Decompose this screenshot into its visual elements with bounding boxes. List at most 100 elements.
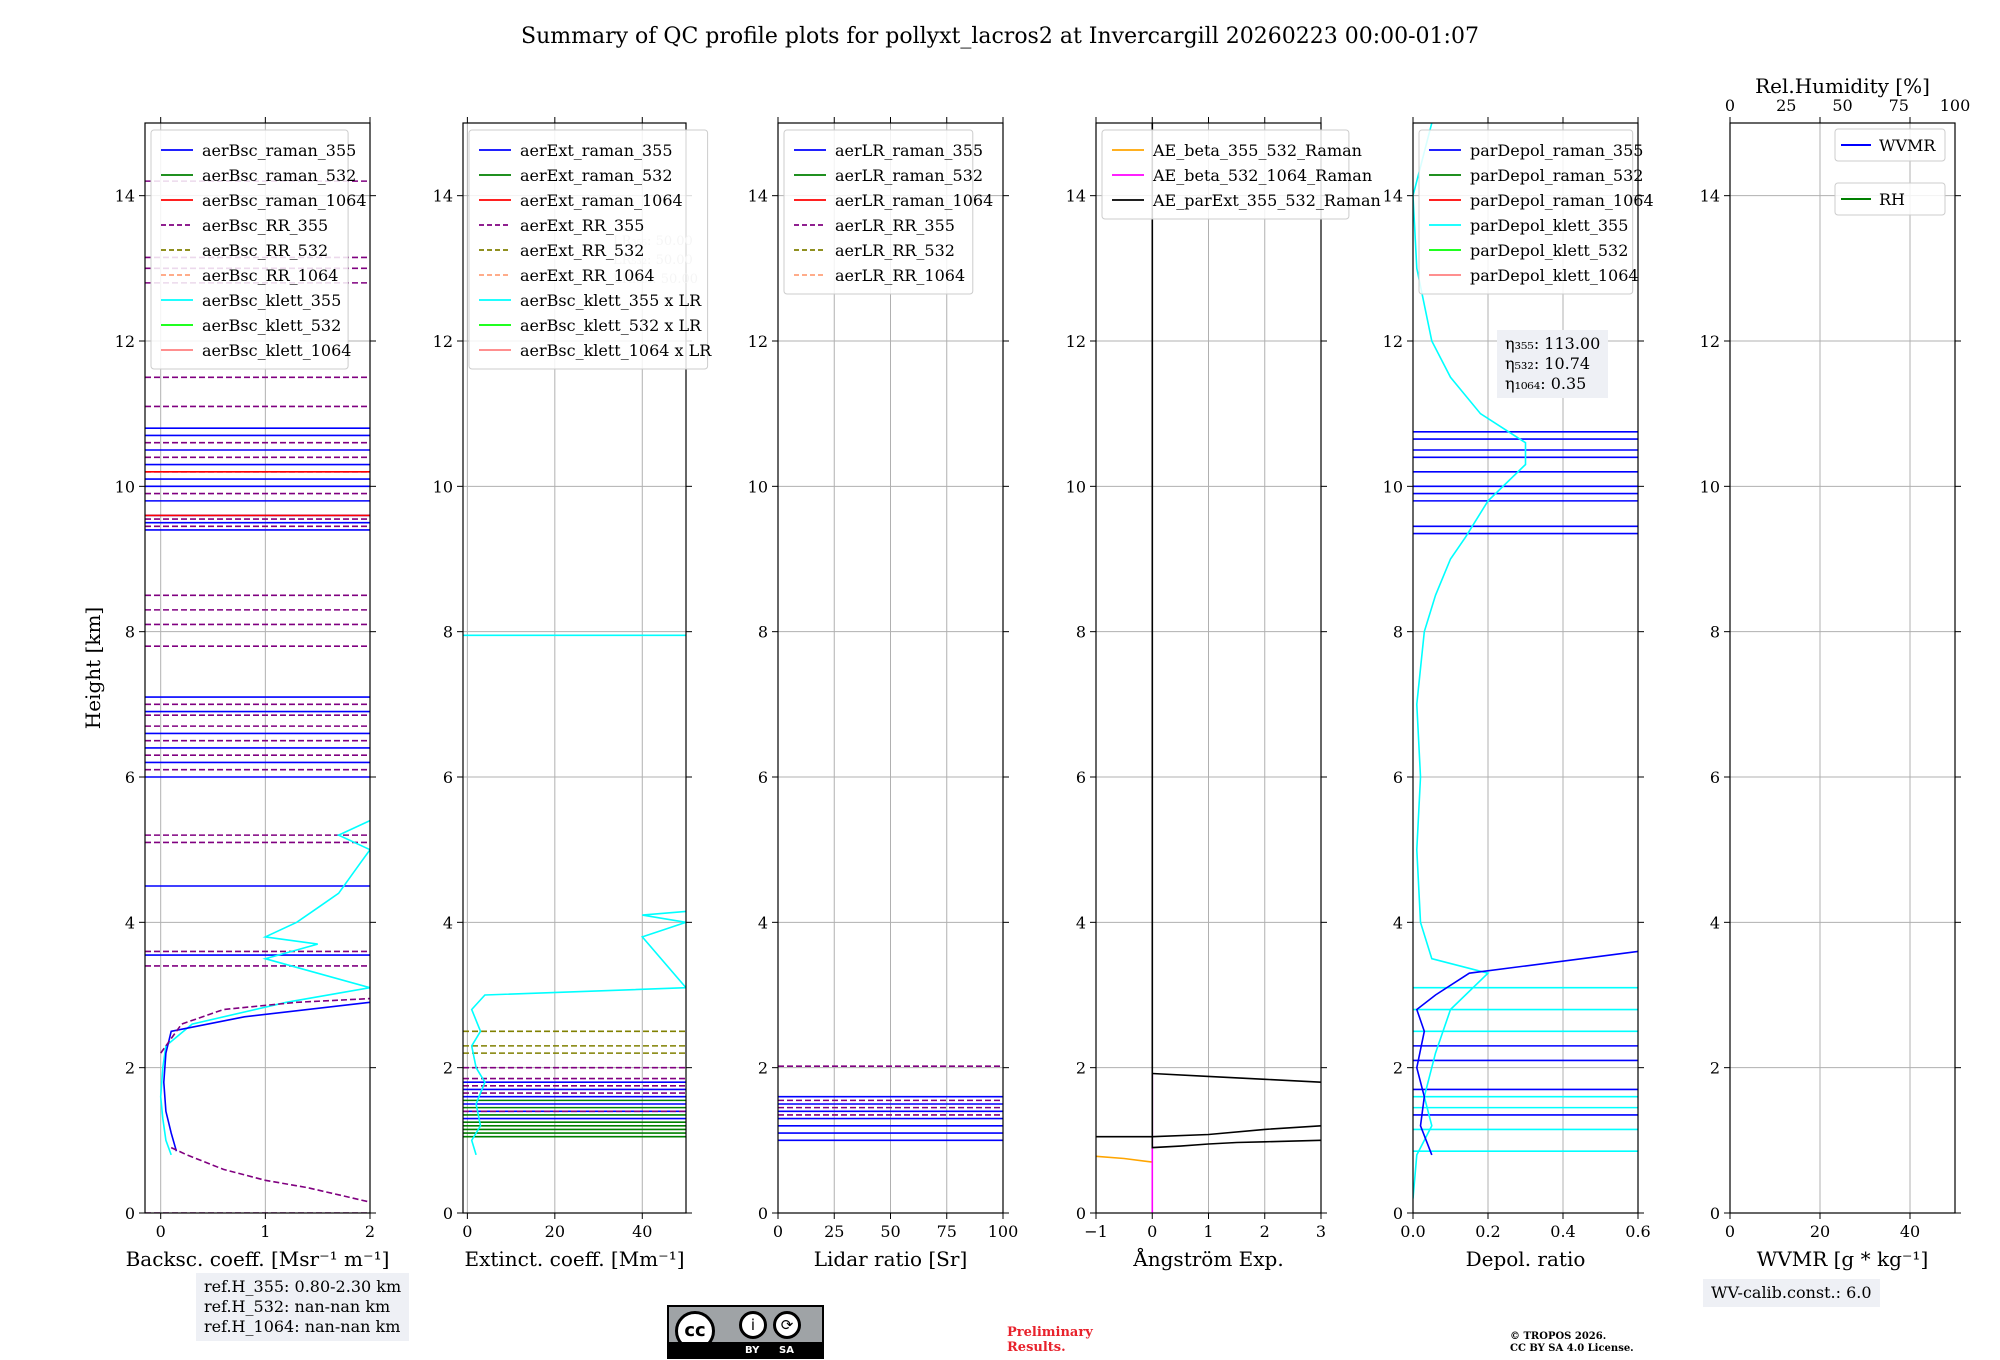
- series-AE_parExt_355_532_Raman: [1151, 123, 1321, 1149]
- copyright-line-2: CC BY SA 4.0 License.: [1510, 1343, 1634, 1354]
- legend-box: [1418, 129, 1634, 295]
- y-tick-label: 14: [1066, 187, 1086, 206]
- legend-label: parDepol_raman_355: [1470, 141, 1643, 160]
- x-tick-label: 0: [773, 1222, 783, 1241]
- x-tick-label: 2: [365, 1222, 375, 1241]
- wv-calib-box: WV-calib.const.: 6.0: [1703, 1279, 1880, 1307]
- y-tick-label: 10: [1700, 477, 1720, 496]
- x-tick-label: 2: [1260, 1222, 1270, 1241]
- cc-license-badge[interactable]: cc i ⟳ BY SA: [667, 1305, 824, 1359]
- y-tick-label: 8: [1076, 623, 1086, 642]
- reference-height-box: ref.H_355: 0.80-2.30 km ref.H_532: nan-n…: [196, 1273, 410, 1341]
- y-tick-label: 12: [115, 332, 135, 351]
- x-tick-label: 40: [1900, 1222, 1920, 1241]
- y-tick-label: 10: [115, 477, 135, 496]
- y-tick-label: 4: [125, 913, 135, 932]
- axes-frame: [1412, 122, 1639, 1214]
- ref-height-532: ref.H_532: nan-nan km: [204, 1297, 391, 1316]
- legend-label: aerBsc_raman_1064: [202, 191, 367, 210]
- x-tick-label: 25: [824, 1222, 844, 1241]
- series-aerBsc_klett_355: [159, 819, 370, 1156]
- y-tick-label: 14: [433, 187, 453, 206]
- y-tick-label: 10: [1066, 477, 1086, 496]
- y-tick-label: 6: [1076, 768, 1086, 787]
- x-tick-label: −1: [1084, 1222, 1108, 1241]
- y-tick-label: 0: [125, 1204, 135, 1223]
- series-aerBsc_RR_355: [170, 1146, 370, 1203]
- x-tick-label: 0: [1147, 1222, 1157, 1241]
- cc-badge-bar: BY SA: [669, 1342, 822, 1357]
- x-tick-label: 100: [988, 1222, 1019, 1241]
- copyright-note: © TROPOS 2026. CC BY SA 4.0 License.: [1510, 1331, 1634, 1355]
- x-tick-label: 0.0: [1400, 1222, 1425, 1241]
- preliminary-line-1: Preliminary: [1007, 1325, 1093, 1340]
- y-tick-label: 8: [1710, 623, 1720, 642]
- panel-lidar-ratio: 0 25 50 75 100 0 2 4 6 8 10 12 14 Lidar ratio [Sr] aer…: [748, 117, 1019, 1271]
- y-tick-label: 14: [115, 187, 135, 206]
- top-x-tick-label: 25: [1776, 96, 1796, 115]
- y-tick-label: 0: [758, 1204, 768, 1223]
- y-tick-label: 4: [443, 913, 453, 932]
- top-x-tick-label: 75: [1889, 96, 1909, 115]
- series-aerBsc_raman_355: [162, 1001, 370, 1152]
- legend-label: aerExt_raman_1064: [520, 191, 683, 210]
- top-x-tick-label: 0: [1725, 96, 1735, 115]
- y-tick-label: 0: [1393, 1204, 1403, 1223]
- x-axis-label: Lidar ratio [Sr]: [814, 1247, 968, 1271]
- legend-box: [1101, 129, 1350, 220]
- y-tick-label: 2: [1393, 1059, 1403, 1078]
- x-tick-label: 20: [545, 1222, 565, 1241]
- legend-label: aerLR_raman_1064: [835, 191, 993, 210]
- y-tick-label: 10: [1383, 477, 1403, 496]
- series-aerBsc_RR_355: [160, 997, 370, 1054]
- preliminary-line-2: Results.: [1007, 1340, 1066, 1355]
- legend-box: [783, 129, 974, 295]
- series-AE_parExt_355_532_Raman: [1152, 1072, 1321, 1083]
- panel-wvmr: 0 20 40 0 2 4 6 8 10 12 14 WVMR [g * kg⁻¹] 0 25 50 75 10…: [1700, 74, 1971, 1271]
- series-AE_beta_355_532_Raman: [1096, 1155, 1153, 1163]
- legend-label: aerExt_raman_532: [520, 166, 673, 185]
- y-tick-label: 6: [758, 768, 768, 787]
- legend: parDepol_raman_355 parDepol_raman_532 parD…: [1418, 129, 1654, 295]
- legend-box: [1834, 182, 1946, 216]
- y-tick-label: 12: [1700, 332, 1720, 351]
- legend: AE_beta_355_532_Raman AE_beta_532_1064_Ra…: [1101, 129, 1381, 220]
- y-tick-label: 4: [1393, 913, 1403, 932]
- legend-label: parDepol_raman_532: [1470, 166, 1643, 185]
- legend-label: aerBsc_klett_532: [202, 316, 341, 335]
- y-tick-label: 2: [1710, 1059, 1720, 1078]
- legend-WVMR: WVMR: [1834, 128, 1946, 162]
- legend-label: aerBsc_RR_355: [202, 216, 328, 235]
- legend-label: parDepol_raman_1064: [1470, 191, 1654, 210]
- y-tick-label: 12: [748, 332, 768, 351]
- y-tick-label: 6: [1393, 768, 1403, 787]
- y-tick-label: 0: [1710, 1204, 1720, 1223]
- x-tick-label: 40: [632, 1222, 652, 1241]
- legend-label: AE_beta_355_532_Raman: [1152, 141, 1362, 160]
- eta-355: η₃₅₅: 113.00: [1505, 334, 1601, 353]
- y-tick-label: 0: [1076, 1204, 1086, 1223]
- x-axis-label: WVMR [g * kg⁻¹]: [1757, 1247, 1929, 1271]
- y-tick-label: 2: [1076, 1059, 1086, 1078]
- axes-frame: [144, 122, 371, 1214]
- data-marks: [778, 1065, 1003, 1142]
- legend-label: aerBsc_klett_1064 x LR: [520, 341, 712, 360]
- x-tick-label: 0.2: [1475, 1222, 1500, 1241]
- y-tick-label: 14: [1700, 187, 1720, 206]
- top-x-axis-label: Rel.Humidity [%]: [1755, 74, 1930, 98]
- legend-label: aerBsc_klett_1064: [202, 341, 351, 360]
- x-tick-label: 1: [260, 1222, 270, 1241]
- preliminary-note: Preliminary Results.: [1007, 1325, 1093, 1355]
- y-tick-label: 8: [125, 623, 135, 642]
- y-tick-label: 8: [443, 623, 453, 642]
- legend-label: parDepol_klett_532: [1470, 241, 1628, 260]
- x-tick-label: 50: [880, 1222, 900, 1241]
- legend: aerBsc_raman_355 aerBsc_raman_532 aerBsc_r…: [150, 129, 367, 370]
- eta-532: η₅₃₂: 10.74: [1505, 354, 1591, 373]
- data-marks: [463, 634, 686, 1156]
- eta-box: η₃₅₅: 113.00 η₅₃₂: 10.74 η₁₀₆₄: 0.35: [1497, 330, 1609, 398]
- legend-RH: RH: [1834, 182, 1946, 216]
